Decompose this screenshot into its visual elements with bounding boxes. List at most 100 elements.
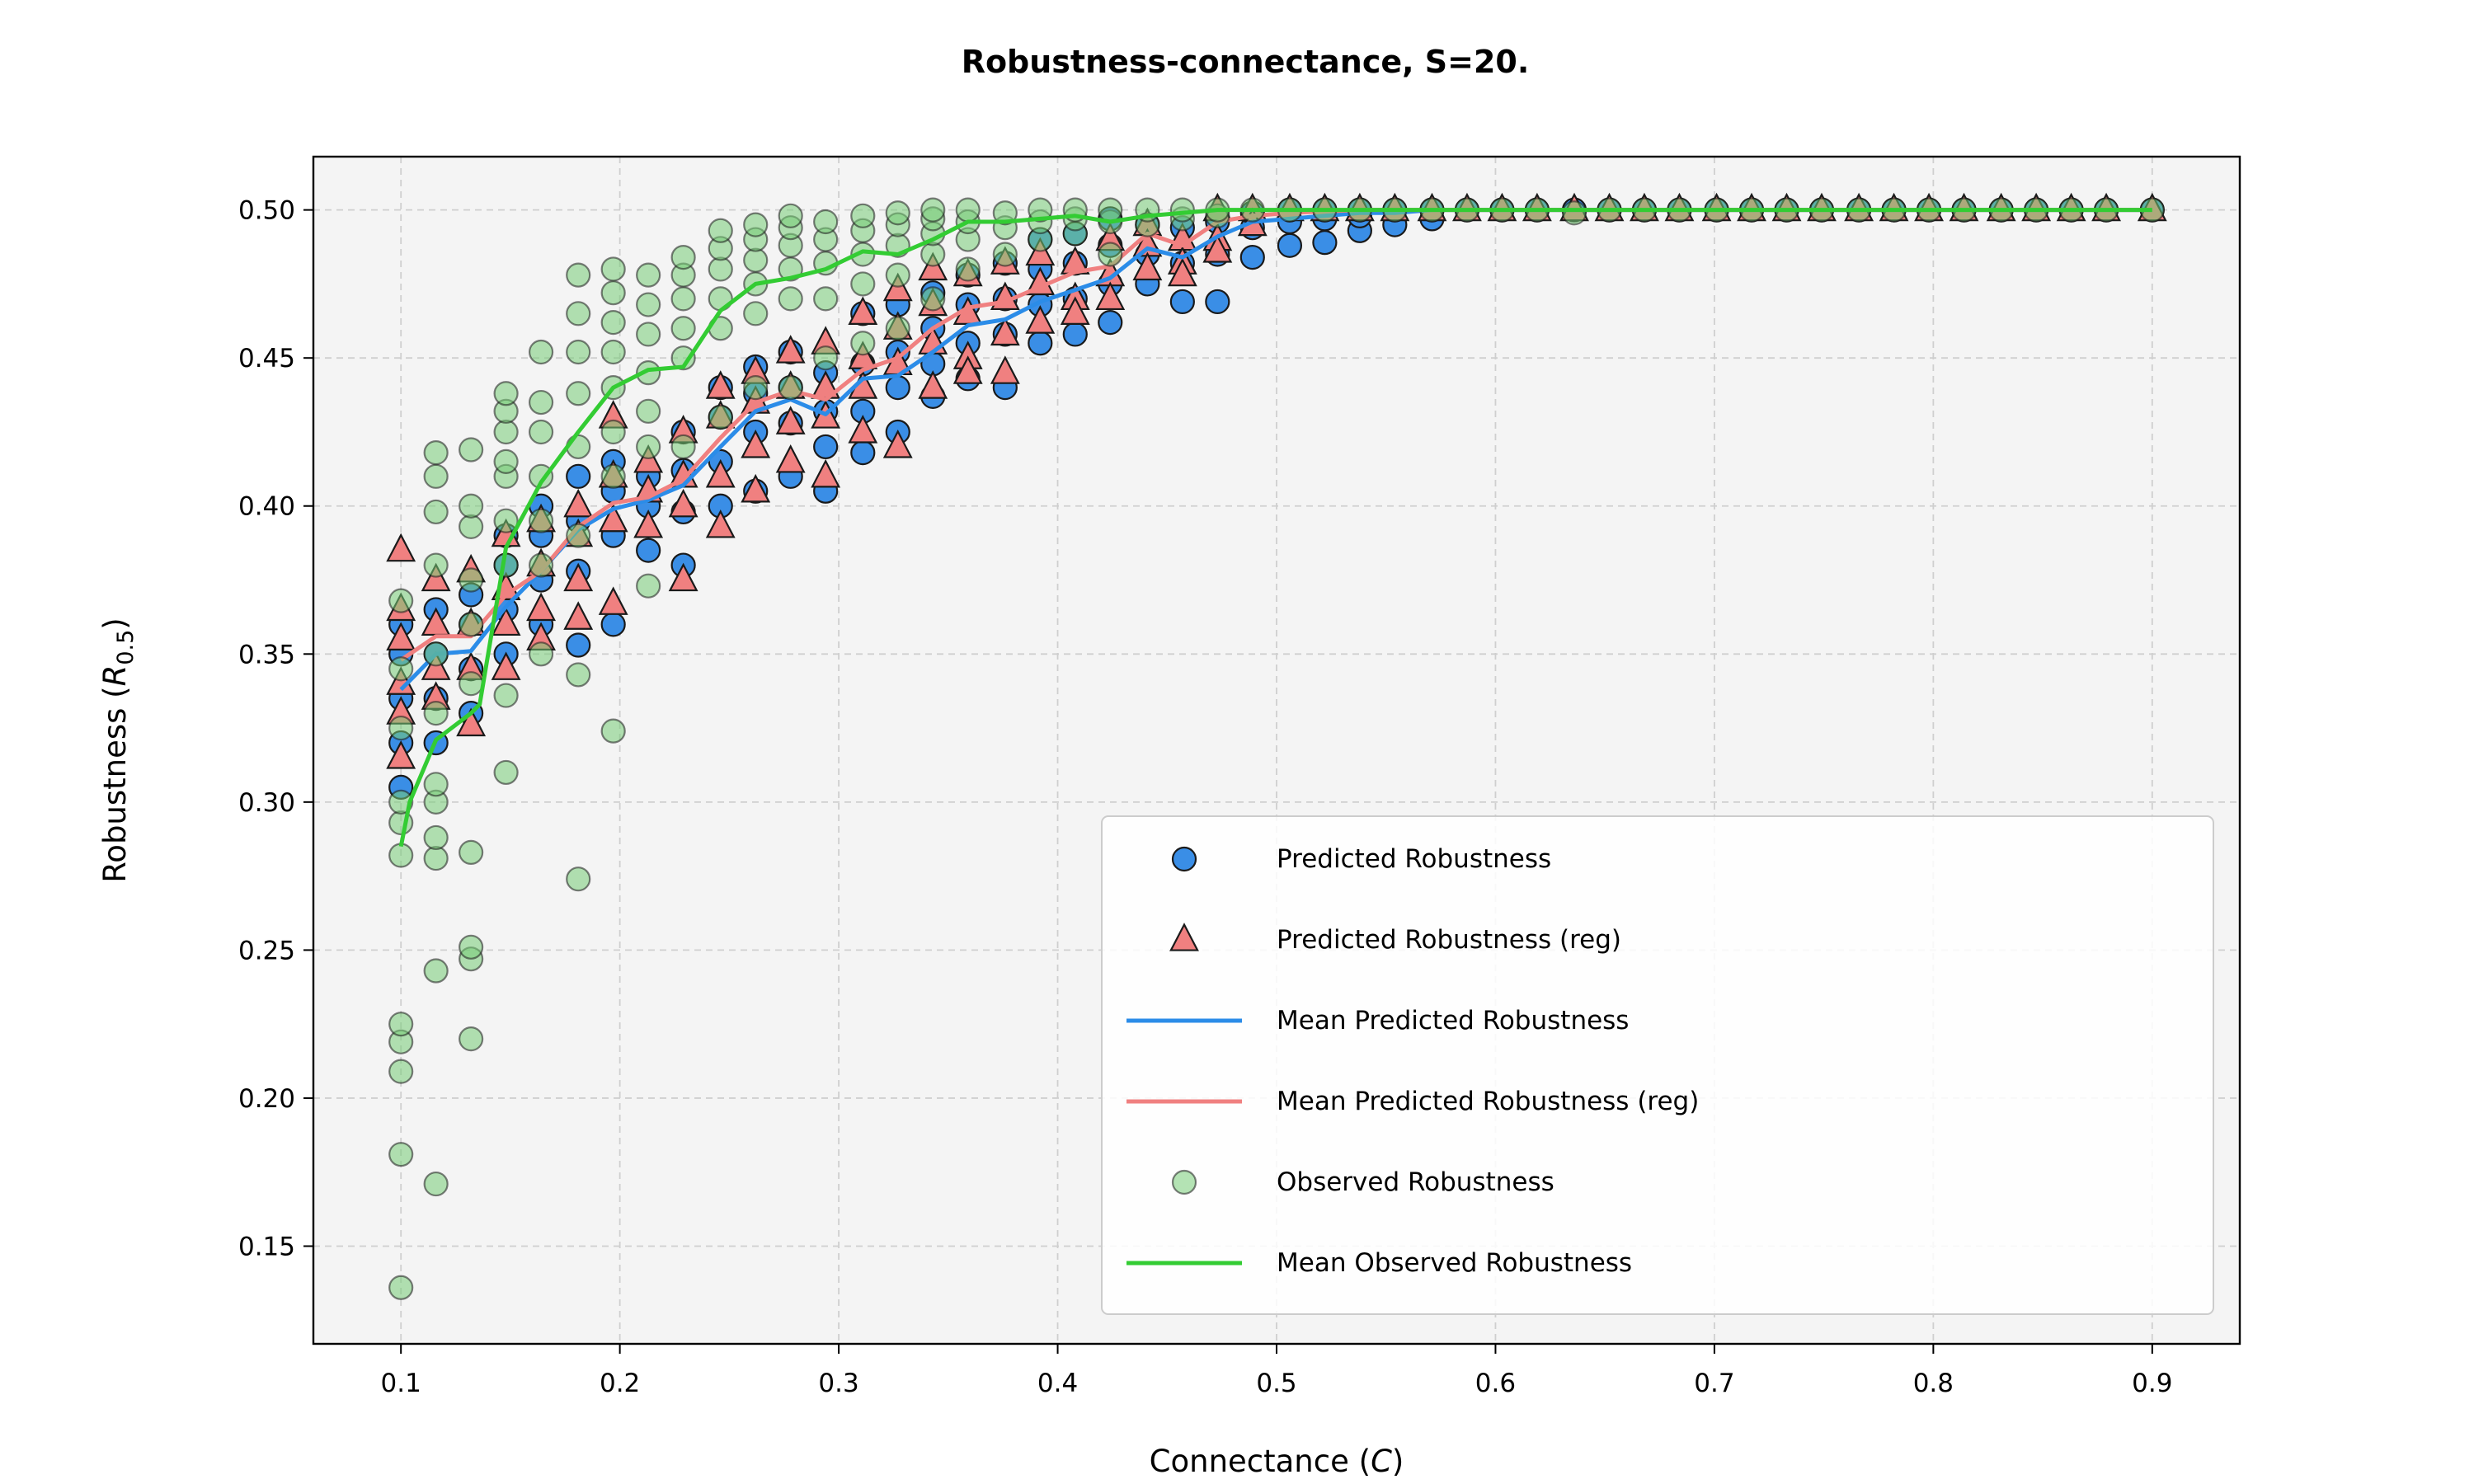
point-observed-robustness <box>636 360 661 386</box>
point-predicted-robustness <box>1028 331 1053 356</box>
series-mean-observed-robustness <box>398 208 2152 848</box>
legend-marker-observed-robustness <box>1171 1169 1197 1195</box>
point-predicted-robustness-reg <box>990 317 1020 346</box>
point-observed-robustness <box>992 242 1018 267</box>
point-observed-robustness <box>566 339 591 365</box>
point-observed-robustness <box>528 552 554 578</box>
point-predicted-robustness-reg <box>1132 251 1163 281</box>
point-observed-robustness <box>813 209 839 235</box>
point-predicted-robustness-reg <box>563 488 594 518</box>
point-observed-robustness <box>493 381 519 406</box>
point-observed-robustness <box>493 419 519 445</box>
point-predicted-robustness-reg <box>526 592 557 622</box>
point-predicted-robustness-reg <box>848 415 878 444</box>
x-tick-label: 0.9 <box>2132 1369 2172 1398</box>
point-predicted-robustness-reg <box>705 370 736 399</box>
point-observed-robustness <box>459 671 484 697</box>
point-predicted-robustness-reg <box>456 707 487 737</box>
x-tick-label: 0.1 <box>381 1369 421 1398</box>
point-observed-robustness <box>778 286 803 312</box>
point-observed-robustness <box>670 316 696 341</box>
point-observed-robustness <box>566 866 591 892</box>
point-observed-robustness <box>636 322 661 347</box>
point-observed-robustness <box>566 262 591 288</box>
point-observed-robustness <box>670 345 696 371</box>
point-observed-robustness <box>459 493 484 519</box>
legend-label-predicted: Predicted Robustness <box>1277 844 1551 874</box>
point-observed-robustness <box>423 641 449 667</box>
point-observed-robustness <box>636 573 661 599</box>
x-axis-ticks: 0.1 0.2 0.3 0.4 0.5 0.6 0.7 0.8 0.9 <box>381 1344 2172 1398</box>
point-observed-robustness <box>743 247 769 273</box>
point-predicted-robustness <box>566 632 591 658</box>
x-tick-label: 0.4 <box>1037 1369 1078 1398</box>
point-predicted-robustness <box>885 374 910 401</box>
point-observed-robustness <box>388 588 414 613</box>
point-observed-robustness <box>778 374 803 401</box>
point-observed-robustness <box>708 256 733 282</box>
point-observed-robustness <box>423 552 449 578</box>
legend-marker-predicted-robustness-reg <box>1169 923 1199 951</box>
point-observed-robustness <box>600 463 626 489</box>
point-observed-robustness <box>459 612 484 637</box>
point-predicted-robustness-reg <box>633 509 664 538</box>
point-observed-robustness <box>636 434 661 460</box>
point-predicted-robustness <box>1062 322 1088 347</box>
point-predicted-robustness <box>636 538 661 563</box>
point-observed-robustness <box>850 203 876 228</box>
point-observed-robustness <box>423 463 449 489</box>
point-predicted-robustness-reg <box>775 406 806 434</box>
legend-marker-predicted-robustness <box>1171 846 1197 872</box>
line-mean-observed-robustness <box>398 208 2152 848</box>
point-observed-robustness <box>388 843 414 868</box>
point-predicted-robustness-reg <box>1095 281 1126 311</box>
point-observed-robustness <box>1098 197 1123 223</box>
point-observed-robustness <box>600 339 626 365</box>
point-observed-robustness <box>600 309 626 336</box>
y-tick-label: 0.25 <box>238 936 295 965</box>
point-observed-robustness <box>636 398 661 424</box>
point-observed-robustness <box>459 1026 484 1052</box>
point-observed-robustness <box>708 218 733 243</box>
point-predicted-robustness-reg <box>952 355 983 384</box>
point-observed-robustness <box>636 262 661 288</box>
point-observed-robustness <box>566 381 591 406</box>
y-axis-label: Robustness (R0.5) <box>97 618 139 882</box>
point-predicted-robustness-reg <box>598 586 628 615</box>
legend: Predicted Robustness Predicted Robustnes… <box>1101 815 2214 1315</box>
point-observed-robustness <box>459 514 484 539</box>
point-observed-robustness <box>423 958 449 984</box>
point-observed-robustness <box>1169 197 1195 223</box>
point-predicted-robustness <box>1239 244 1265 270</box>
data-layer <box>386 192 2167 1300</box>
y-tick-label: 0.45 <box>238 344 295 373</box>
point-observed-robustness <box>528 419 554 445</box>
legend-label-mean-predicted-reg: Mean Predicted Robustness (reg) <box>1277 1087 1699 1116</box>
point-observed-robustness <box>920 286 946 312</box>
point-predicted-robustness-reg <box>705 509 736 538</box>
point-observed-robustness <box>493 683 519 708</box>
point-observed-robustness <box>388 1142 414 1167</box>
chart-title: Robustness-connectance, S=20. <box>962 44 1530 80</box>
point-observed-robustness <box>459 839 484 865</box>
point-predicted-robustness-reg <box>882 429 913 458</box>
point-observed-robustness <box>528 641 554 667</box>
point-predicted-robustness-reg <box>563 601 594 630</box>
point-predicted-robustness <box>1205 289 1230 315</box>
point-predicted-robustness-reg <box>386 622 416 650</box>
point-observed-robustness <box>423 772 449 797</box>
point-predicted-robustness <box>1312 230 1338 256</box>
point-predicted-robustness-reg <box>811 458 841 488</box>
point-observed-robustness <box>423 440 449 466</box>
point-predicted-robustness-reg <box>918 370 948 399</box>
point-predicted-robustness-reg <box>491 607 521 636</box>
y-axis-ticks: 0.15 0.20 0.25 0.30 0.35 0.40 0.45 0.50 <box>238 196 313 1261</box>
legend-label-mean-predicted: Mean Predicted Robustness <box>1277 1006 1629 1036</box>
point-observed-robustness <box>388 715 414 741</box>
legend-box <box>1101 815 2214 1315</box>
point-predicted-robustness-reg <box>741 429 771 458</box>
point-observed-robustness <box>423 499 449 525</box>
point-observed-robustness <box>743 374 769 401</box>
point-observed-robustness <box>920 242 946 267</box>
x-tick-label: 0.8 <box>1913 1369 1954 1398</box>
